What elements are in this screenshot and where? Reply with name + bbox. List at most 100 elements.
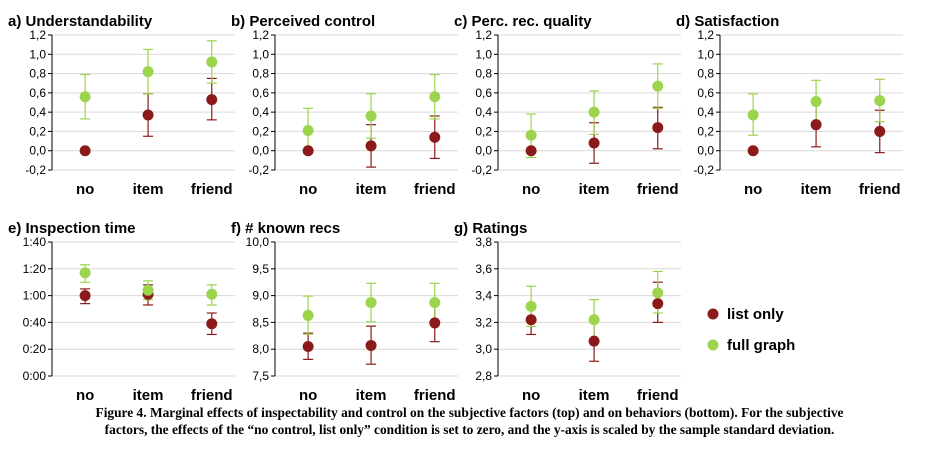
y-tick-label: 0,6 (29, 86, 46, 100)
data-point-full-graph (302, 309, 314, 321)
data-point-full-graph (588, 106, 600, 118)
y-tick-label: 0,4 (475, 105, 492, 119)
y-tick-label: 0,2 (475, 124, 492, 138)
y-tick-label: 3,0 (475, 342, 492, 356)
y-tick-label: 1,2 (475, 28, 492, 42)
x-category-label: friend (859, 181, 901, 198)
data-point-full-graph (206, 56, 218, 68)
panel-title: c) Perc. rec. quality (454, 13, 592, 30)
y-tick-label: 8,0 (252, 342, 269, 356)
data-point-list-only (206, 318, 218, 330)
data-point-list-only (747, 145, 759, 157)
x-category-label: item (133, 387, 164, 404)
data-point-full-graph (525, 300, 537, 312)
y-tick-label: 2,8 (475, 369, 492, 383)
y-tick-label: 0,4 (697, 105, 714, 119)
y-tick-label: 1,0 (252, 47, 269, 61)
y-tick-label: 0,0 (475, 144, 492, 158)
x-category-label: friend (637, 387, 679, 404)
data-point-full-graph (142, 66, 154, 78)
y-tick-label: 0,4 (29, 105, 46, 119)
data-point-full-graph (588, 314, 600, 326)
x-category-label: friend (191, 181, 233, 198)
y-tick-label: 0,4 (252, 105, 269, 119)
y-tick-label: 1,2 (29, 28, 46, 42)
panel-title: b) Perceived control (231, 13, 375, 30)
data-point-full-graph (79, 91, 91, 103)
y-tick-label: 3,6 (475, 262, 492, 276)
y-tick-label: -0,2 (25, 163, 46, 177)
data-point-full-graph (302, 124, 314, 136)
data-point-list-only (874, 125, 886, 137)
legend: list only full graph (707, 306, 795, 354)
x-category-label: no (522, 181, 540, 198)
y-tick-label: 0,8 (29, 67, 46, 81)
y-tick-label: 0:20 (23, 342, 47, 356)
legend-label-full-graph: full graph (727, 337, 795, 354)
x-category-label: item (133, 181, 164, 198)
y-tick-label: 1,0 (29, 47, 46, 61)
data-point-list-only (652, 122, 664, 134)
x-category-label: friend (191, 387, 233, 404)
figure-canvas: a) Understandability -0,2 0,0 0,2 0,4 0,6 0,8 1… (8, 13, 903, 404)
y-tick-label: -0,2 (471, 163, 492, 177)
panel-title: d) Satisfaction (676, 13, 779, 30)
y-tick-label: 0:40 (23, 315, 47, 329)
panel-title: e) Inspection time (8, 220, 136, 237)
data-point-list-only (302, 145, 314, 157)
y-tick-label: 0,2 (29, 124, 46, 138)
y-tick-label: 0,0 (697, 144, 714, 158)
y-tick-label: 3,8 (475, 235, 492, 249)
x-category-label: no (299, 387, 317, 404)
legend-marker-list-only (707, 308, 719, 320)
data-point-full-graph (747, 109, 759, 121)
x-category-label: no (76, 181, 94, 198)
y-tick-label: 1:20 (23, 262, 47, 276)
data-point-full-graph (79, 267, 91, 279)
data-point-list-only (142, 109, 154, 121)
data-point-list-only (365, 140, 377, 152)
chart-panel: a) Understandability -0,2 0,0 0,2 0,4 0,6 0,8 1… (8, 13, 235, 198)
data-point-full-graph (525, 129, 537, 141)
caption-line-1: Figure 4. Marginal effects of inspectabi… (95, 405, 844, 420)
x-category-label: item (801, 181, 832, 198)
data-point-list-only (525, 145, 537, 157)
x-category-label: friend (414, 387, 456, 404)
y-tick-label: 0,8 (697, 67, 714, 81)
y-tick-label: 0,0 (252, 144, 269, 158)
data-point-list-only (365, 339, 377, 351)
data-point-list-only (429, 317, 441, 329)
data-point-full-graph (365, 110, 377, 122)
legend-label-list-only: list only (727, 306, 784, 323)
chart-panel: f) # known recs 7,5 8,0 8,5 9,0 9,5 10,0 no item… (231, 220, 458, 404)
y-tick-label: 1:00 (23, 289, 47, 303)
y-tick-label: 1:40 (23, 235, 47, 249)
x-category-label: no (522, 387, 540, 404)
data-point-list-only (206, 94, 218, 106)
data-point-full-graph (874, 95, 886, 107)
y-tick-label: 0:00 (23, 369, 47, 383)
y-tick-label: 1,0 (475, 47, 492, 61)
data-point-list-only (79, 290, 91, 302)
y-tick-label: 9,0 (252, 289, 269, 303)
y-tick-label: 0,2 (697, 124, 714, 138)
y-tick-label: 10,0 (246, 235, 270, 249)
chart-panel: b) Perceived control -0,2 0,0 0,2 0,4 0,6 0,8 1… (231, 13, 458, 198)
y-tick-label: 0,6 (475, 86, 492, 100)
y-tick-label: 0,6 (252, 86, 269, 100)
chart-panel: g) Ratings 2,8 3,0 3,2 3,4 3,6 3,8 no item friend (454, 220, 681, 404)
x-category-label: no (299, 181, 317, 198)
y-tick-label: 0,8 (252, 67, 269, 81)
caption-line-2: factors, the effects of the “no control,… (104, 422, 835, 437)
y-tick-label: 8,5 (252, 315, 269, 329)
data-point-list-only (79, 145, 91, 157)
y-tick-label: 7,5 (252, 369, 269, 383)
y-tick-label: 3,4 (475, 289, 492, 303)
legend-marker-full-graph (707, 339, 719, 351)
data-point-full-graph (365, 297, 377, 309)
data-point-full-graph (810, 96, 822, 108)
x-category-label: no (76, 387, 94, 404)
panel-title: g) Ratings (454, 220, 527, 237)
chart-panel: d) Satisfaction -0,2 0,0 0,2 0,4 0,6 0,8 1,0 1,2… (676, 13, 903, 198)
chart-panel: e) Inspection time 0:00 0:20 0:40 1:00 1:20 1:… (8, 220, 235, 404)
